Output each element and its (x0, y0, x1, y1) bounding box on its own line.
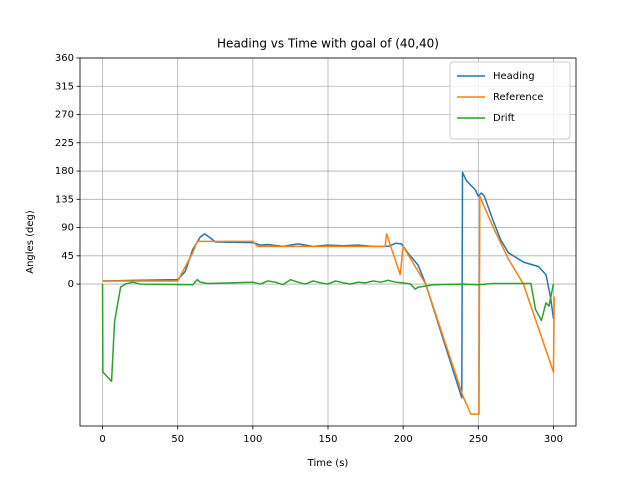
series-line (102, 171, 555, 399)
x-axis-label: Time (s) (307, 458, 349, 469)
x-tick-label: 100 (243, 434, 262, 445)
x-tick-label: 150 (318, 434, 337, 445)
legend-label: Reference (493, 92, 543, 103)
y-axis-label: Angles (deg) (25, 210, 36, 274)
y-tick-label: 270 (55, 110, 74, 121)
ticks: 0 50 100 150 200 250 300 0 45 90 135 180 225 270 315 36… (55, 53, 563, 445)
x-tick-label: 300 (544, 434, 563, 445)
series-line (102, 195, 555, 415)
lines (101, 171, 555, 415)
y-tick-label: 135 (55, 194, 74, 205)
y-tick-label: 0 (68, 279, 74, 290)
x-tick-label: 50 (171, 434, 184, 445)
legend: Heading Reference Drift (449, 61, 571, 140)
x-tick-label: 200 (394, 434, 413, 445)
y-tick-label: 180 (55, 166, 74, 177)
y-tick-label: 315 (55, 81, 74, 92)
legend-label: Drift (493, 113, 515, 124)
legend-box (449, 61, 571, 140)
legend-label: Heading (493, 71, 535, 82)
y-tick-label: 225 (55, 138, 74, 149)
y-tick-label: 90 (61, 223, 74, 234)
x-tick-label: 0 (99, 434, 105, 445)
y-tick-label: 45 (61, 251, 74, 262)
chart-title: Heading vs Time with goal of (40,40) (217, 37, 439, 51)
y-tick-label: 360 (55, 53, 74, 64)
series-line (101, 278, 555, 383)
x-tick-label: 250 (469, 434, 488, 445)
